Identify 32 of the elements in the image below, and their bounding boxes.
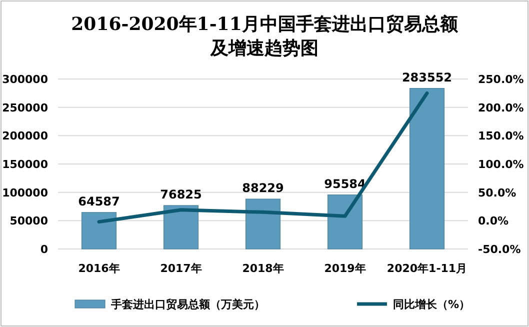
y2-tick-label: 50.0%	[478, 186, 516, 200]
x-tick-label: 2017年	[160, 262, 202, 275]
bar	[245, 198, 281, 250]
y2-tick-label: -50.0%	[478, 243, 521, 256]
bar	[409, 88, 445, 250]
x-tick-label: 2019年	[324, 262, 366, 275]
x-tick-label: 2020年1-11月	[386, 262, 468, 275]
bar	[163, 205, 199, 250]
data-label: 88229	[242, 181, 284, 196]
y-tick-label: 150000	[2, 158, 48, 171]
y2-tick-label: 0.0%	[478, 214, 509, 228]
x-tick-label: 2018年	[242, 262, 284, 275]
y-tick-label: 200000	[2, 130, 48, 143]
data-label: 283552	[402, 70, 452, 84]
chart-title: 2016-2020年1-11月中国手套进出口贸易总额及增速趋势图	[71, 14, 459, 59]
bar	[327, 194, 363, 250]
data-label: 64587	[78, 194, 120, 208]
legend-label: 手套进出口贸易总额（万美元）	[110, 298, 265, 311]
y-tick-label: 300000	[2, 73, 48, 86]
y-tick-label: 50000	[10, 214, 48, 228]
y-tick-label: 100000	[2, 186, 48, 200]
data-label: 95584	[324, 176, 366, 191]
y2-tick-label: 200.0%	[478, 101, 524, 114]
y2-tick-label: 100.0%	[478, 158, 524, 171]
bar	[81, 212, 117, 250]
data-label: 76825	[160, 187, 202, 202]
y-tick-label: 250000	[2, 101, 48, 114]
y2-tick-label: 150.0%	[478, 130, 524, 143]
y-tick-label: 0	[40, 243, 48, 256]
legend-label: 同比增长（%）	[393, 298, 470, 311]
x-tick-label: 2016年	[78, 262, 120, 275]
y2-tick-label: 250.0%	[478, 73, 524, 86]
